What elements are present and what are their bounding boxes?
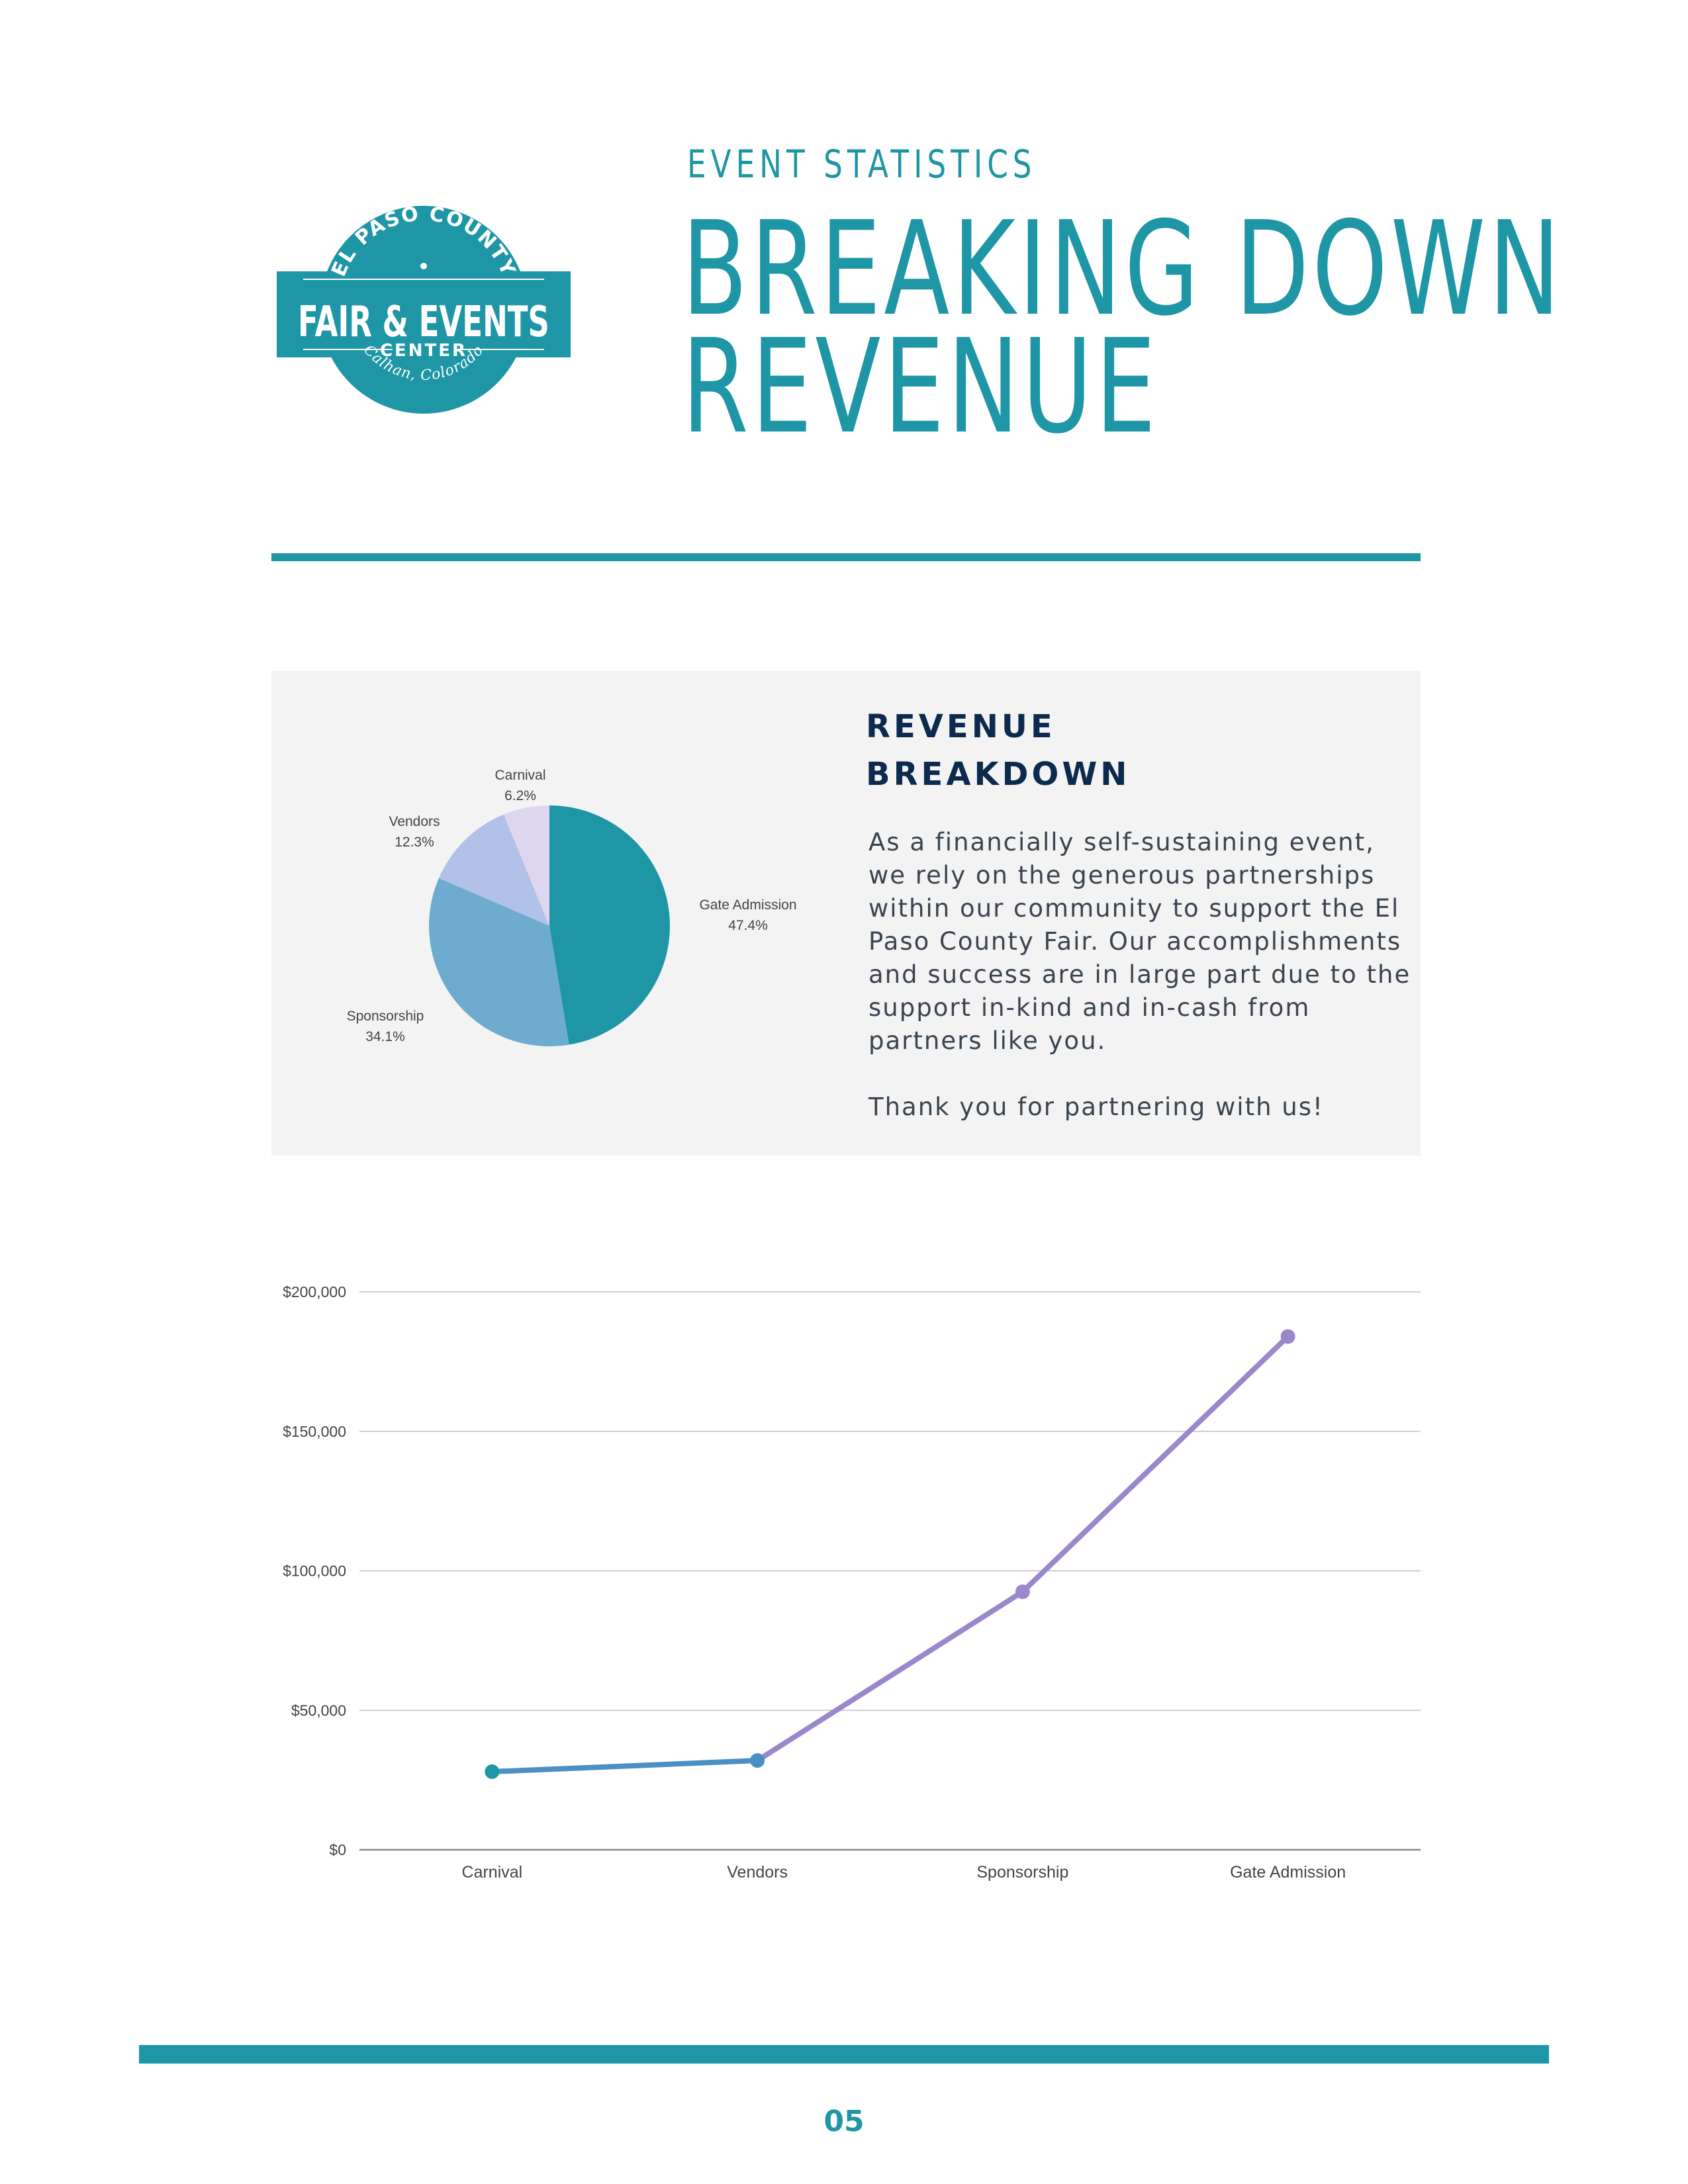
logo-main-text: FAIR & EVENTS: [298, 298, 549, 347]
breakdown-title-line-2: BREAKDOWN: [866, 756, 1131, 793]
y-tick-label: $100,000: [283, 1563, 346, 1580]
pie-value-label-carnival: 6.2%: [504, 788, 536, 803]
page-title-line-2: REVENUE: [682, 312, 1159, 463]
y-tick-label: $200,000: [283, 1283, 346, 1300]
x-tick-label-sponsorship: Sponsorship: [976, 1863, 1068, 1882]
breakdown-body: As a financially self-sustaining event, …: [868, 826, 1411, 1124]
data-point-sponsorship: [1015, 1584, 1030, 1600]
page-number: 05: [823, 2105, 865, 2138]
pie-value-label-vendors: 12.3%: [395, 835, 434, 850]
pie-slice-sponsorship: [429, 878, 569, 1046]
x-tick-label-gate-admission: Gate Admission: [1230, 1863, 1346, 1882]
pie-slice-vendors: [438, 814, 549, 926]
pie-slice-gate-admission: [549, 805, 670, 1045]
breakdown-paragraph: As a financially self-sustaining event, …: [868, 828, 1411, 1055]
fair-events-center-logo: EL PASO COUNTY FAIR & EVENTS CENTER Calh…: [277, 203, 571, 418]
x-tick-label-vendors: Vendors: [727, 1863, 788, 1882]
logo-sub-text: CENTER: [380, 341, 467, 361]
pie-label-vendors: Vendors: [389, 814, 440, 829]
pie-label-carnival: Carnival: [494, 768, 545, 783]
eyebrow-heading: EVENT STATISTICS: [687, 142, 1037, 187]
line-segment-carnival-to-vendors: [489, 1758, 761, 1774]
revenue-pie-chart: Gate Admission 47.4% Sponsorship 34.1% Vendo…: [347, 768, 797, 1046]
data-point-vendors: [750, 1753, 765, 1768]
pie-label-sponsorship: Sponsorship: [347, 1009, 424, 1024]
pie-label-gate-admission: Gate Admission: [699, 897, 796, 913]
line-segment-sponsorship-to-gate-admission: [1019, 1334, 1291, 1595]
breakdown-thanks: Thank you for partnering with us!: [868, 1093, 1324, 1121]
x-tick-label-carnival: Carnival: [462, 1863, 523, 1882]
data-point-gate-admission: [1280, 1329, 1295, 1344]
y-tick-label: $0: [329, 1841, 346, 1858]
pie-value-label-gate-admission: 47.4%: [728, 918, 768, 933]
page-title: BREAKING DOWN REVENUE: [682, 194, 1564, 463]
line-segment-vendors-to-sponsorship: [755, 1589, 1025, 1764]
top-divider: [271, 553, 1421, 561]
logo-banner: [277, 271, 571, 357]
y-tick-label: $150,000: [283, 1423, 346, 1440]
breakdown-title-line-1: REVENUE: [866, 708, 1056, 745]
page-title-line-1: BREAKING DOWN: [682, 194, 1564, 345]
breakdown-title: REVENUE BREAKDOWN: [866, 703, 1130, 798]
data-point-carnival: [485, 1764, 500, 1779]
pie-value-label-sponsorship: 34.1%: [365, 1029, 405, 1044]
y-tick-label: $50,000: [291, 1702, 346, 1719]
revenue-line-chart: $0 $50,000 $100,000 $150,000 $200,000 Carniva…: [283, 1283, 1421, 1882]
pie-slice-carnival: [503, 805, 549, 926]
bottom-divider: [139, 2045, 1549, 2064]
